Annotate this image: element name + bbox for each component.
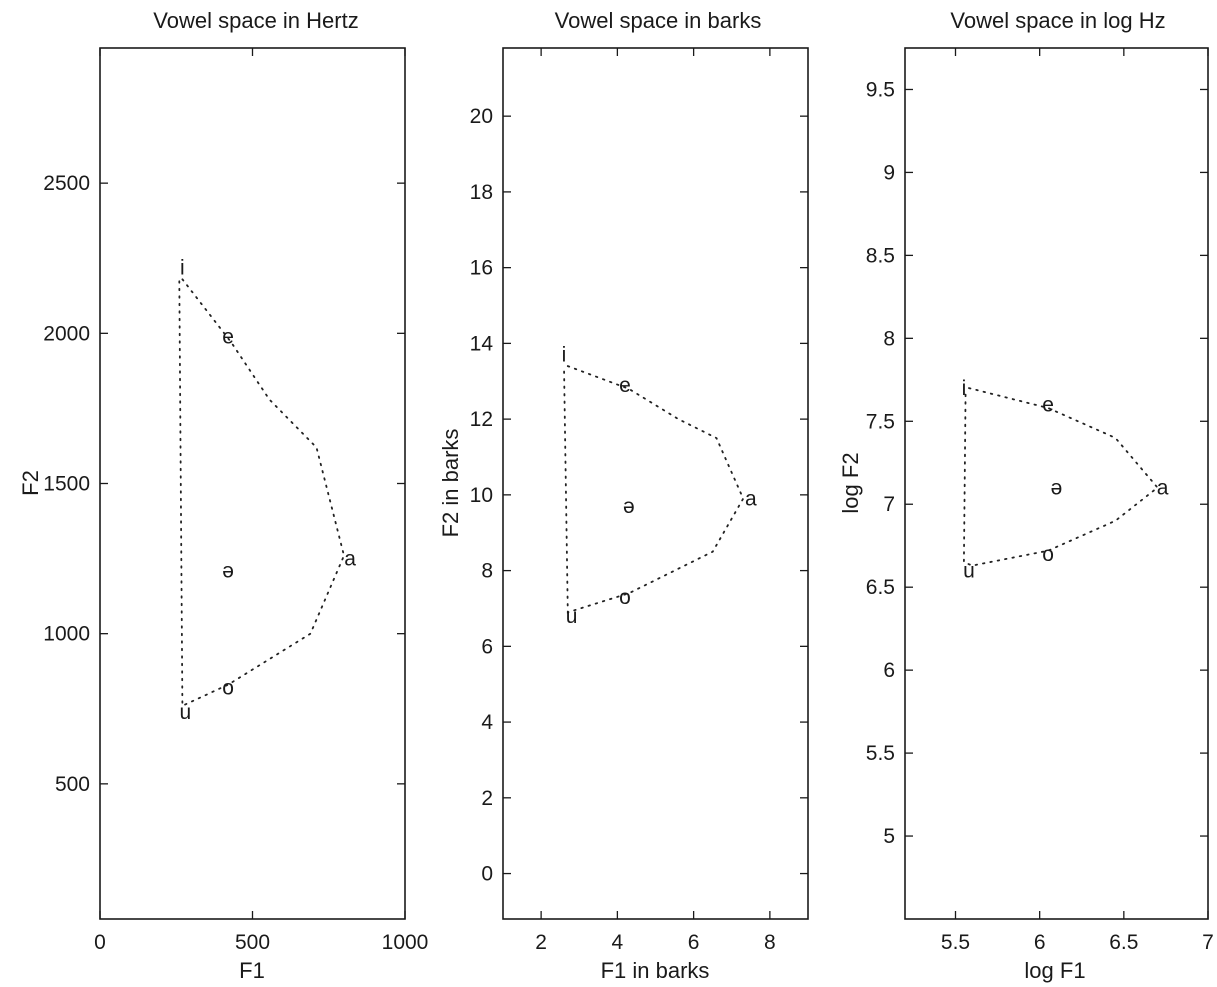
hertz-vowel-points: i e a ə o u [180, 256, 357, 724]
loghz-ytick-label: 8.5 [866, 244, 895, 267]
barks-vowel-point: o [619, 586, 631, 609]
barks-x-axis-label: F1 in barks [601, 958, 710, 983]
loghz-vowel-point: ə [1051, 477, 1063, 500]
barks-vowel-outline [563, 365, 745, 614]
hertz-vowel-point: i [180, 256, 185, 279]
barks-panel: Vowel space in barks 2 4 6 8 0 2 4 6 8 10 12 14 16 18… [438, 8, 809, 983]
barks-vowel-point: ə [623, 495, 635, 518]
barks-ytick-label: 18 [470, 181, 493, 204]
barks-ytick-label: 4 [481, 711, 493, 734]
barks-ytick-label: 0 [481, 863, 493, 886]
hertz-xtick-label: 1000 [382, 931, 429, 954]
barks-xtick-label: 8 [764, 931, 776, 954]
barks-chart-title: Vowel space in barks [555, 8, 762, 33]
hertz-vowel-point: e [222, 325, 234, 348]
loghz-ytick-label: 9.5 [866, 78, 895, 101]
loghz-vowel-point: e [1042, 394, 1054, 417]
loghz-ytick-label: 8 [883, 327, 895, 350]
barks-vowel-point: a [745, 488, 757, 511]
loghz-xtick-label: 6.5 [1109, 931, 1138, 954]
loghz-vowel-outline [962, 387, 1159, 567]
hertz-xtick-label: 500 [235, 931, 270, 954]
hertz-ytick-label: 2500 [43, 172, 90, 195]
hertz-ytick-label: 2000 [43, 322, 90, 345]
hertz-plot-frame [99, 47, 406, 920]
barks-ytick-label: 20 [470, 105, 493, 128]
loghz-vowel-point: o [1042, 543, 1054, 566]
barks-vowel-point: i [562, 344, 567, 367]
barks-ytick-label: 6 [481, 635, 493, 658]
hertz-ytick-label: 1500 [43, 473, 90, 496]
barks-y-axis-label: F2 in barks [438, 429, 463, 538]
barks-ytick-label: 14 [470, 332, 494, 355]
hertz-vowel-outline [178, 278, 345, 708]
loghz-ytick-label: 7 [883, 493, 895, 516]
barks-ytick-label: 10 [470, 484, 493, 507]
barks-xtick-label: 2 [535, 931, 547, 954]
loghz-chart-title: Vowel space in log Hz [950, 8, 1165, 33]
hertz-chart-title: Vowel space in Hertz [153, 8, 358, 33]
loghz-ytick-label: 6 [883, 659, 895, 682]
hertz-vowel-point: a [344, 548, 356, 571]
hertz-ytick-label: 1000 [43, 623, 90, 646]
loghz-vowel-point: a [1157, 477, 1169, 500]
barks-xtick-label: 4 [612, 931, 624, 954]
loghz-ytick-label: 6.5 [866, 576, 895, 599]
barks-vowel-point: e [619, 374, 631, 397]
hertz-ytick-label: 500 [55, 773, 90, 796]
loghz-y-axis-label: log F2 [838, 452, 863, 513]
barks-ticks: 2 4 6 8 0 2 4 6 8 10 12 14 16 18 20 [470, 48, 808, 954]
hertz-x-axis-label: F1 [239, 958, 265, 983]
barks-ytick-label: 16 [470, 257, 493, 280]
hertz-ticks: 0 500 1000 500 1000 1500 2000 2500 [43, 48, 428, 954]
hertz-xtick-label: 0 [94, 931, 106, 954]
barks-ytick-label: 2 [481, 787, 493, 810]
hertz-y-axis-label: F2 [18, 470, 43, 496]
loghz-vowel-point: i [962, 377, 967, 400]
barks-xtick-label: 6 [688, 931, 700, 954]
hertz-vowel-point: o [222, 677, 234, 700]
barks-plot-frame [502, 47, 809, 920]
loghz-plot-frame [904, 47, 1209, 920]
loghz-xtick-label: 6 [1034, 931, 1046, 954]
loghz-x-axis-label: log F1 [1024, 958, 1085, 983]
loghz-ytick-label: 5.5 [866, 742, 895, 765]
loghz-panel: Vowel space in log Hz 5.5 6 6.5 7 5 5.5 6 6.5 7 7… [838, 8, 1214, 983]
barks-ytick-label: 8 [481, 560, 493, 583]
loghz-vowel-point: u [963, 560, 975, 583]
loghz-ytick-label: 7.5 [866, 410, 895, 433]
hertz-vowel-point: u [180, 701, 192, 724]
loghz-xtick-label: 5.5 [941, 931, 970, 954]
loghz-ytick-label: 5 [883, 825, 895, 848]
loghz-vowel-points: i e a ə o u [962, 377, 1169, 582]
barks-ytick-label: 12 [470, 408, 493, 431]
loghz-xtick-label: 7 [1202, 931, 1214, 954]
barks-vowel-points: i e a ə o u [562, 344, 757, 628]
barks-vowel-point: u [566, 605, 578, 628]
loghz-ytick-label: 9 [883, 161, 895, 184]
hertz-vowel-point: ə [222, 560, 234, 583]
hertz-panel: Vowel space in Hertz 0 500 1000 500 1000 1500… [18, 8, 428, 983]
loghz-ticks: 5.5 6 6.5 7 5 5.5 6 6.5 7 7.5 8 8.5 9 9.5 [866, 48, 1214, 954]
